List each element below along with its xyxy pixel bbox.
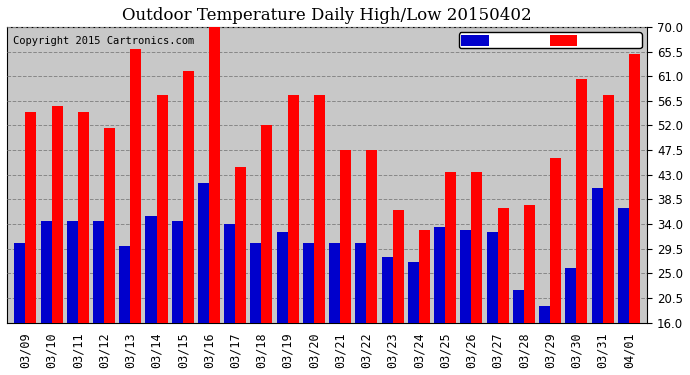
Bar: [393, 210, 404, 323]
Bar: [419, 230, 430, 323]
Bar: [303, 243, 314, 323]
Bar: [602, 95, 613, 323]
Bar: [198, 183, 209, 323]
Bar: [565, 268, 576, 323]
Bar: [314, 95, 325, 323]
Text: Copyright 2015 Cartronics.com: Copyright 2015 Cartronics.com: [13, 36, 195, 46]
Bar: [460, 230, 471, 323]
Bar: [52, 106, 63, 323]
Bar: [262, 126, 273, 323]
Bar: [382, 257, 393, 323]
Bar: [434, 227, 445, 323]
Bar: [629, 54, 640, 323]
Bar: [445, 172, 456, 323]
Bar: [539, 306, 550, 323]
Bar: [119, 246, 130, 323]
Bar: [355, 243, 366, 323]
Bar: [157, 95, 168, 323]
Bar: [235, 166, 246, 323]
Bar: [591, 189, 602, 323]
Bar: [471, 172, 482, 323]
Bar: [618, 208, 629, 323]
Bar: [486, 232, 497, 323]
Title: Outdoor Temperature Daily High/Low 20150402: Outdoor Temperature Daily High/Low 20150…: [122, 7, 532, 24]
Bar: [408, 262, 419, 323]
Bar: [78, 112, 89, 323]
Bar: [224, 224, 235, 323]
Bar: [130, 49, 141, 323]
Bar: [146, 216, 157, 323]
Bar: [41, 221, 52, 323]
Bar: [250, 243, 262, 323]
Bar: [288, 95, 299, 323]
Bar: [104, 128, 115, 323]
Bar: [172, 221, 183, 323]
Legend: Low  (°F), High  (°F): Low (°F), High (°F): [459, 33, 642, 48]
Bar: [277, 232, 288, 323]
Bar: [67, 221, 78, 323]
Bar: [183, 71, 194, 323]
Bar: [93, 221, 104, 323]
Bar: [340, 150, 351, 323]
Bar: [329, 243, 340, 323]
Bar: [513, 290, 524, 323]
Bar: [209, 21, 220, 323]
Bar: [497, 208, 509, 323]
Bar: [550, 158, 561, 323]
Bar: [576, 79, 587, 323]
Bar: [524, 205, 535, 323]
Bar: [26, 112, 37, 323]
Bar: [14, 243, 26, 323]
Bar: [366, 150, 377, 323]
